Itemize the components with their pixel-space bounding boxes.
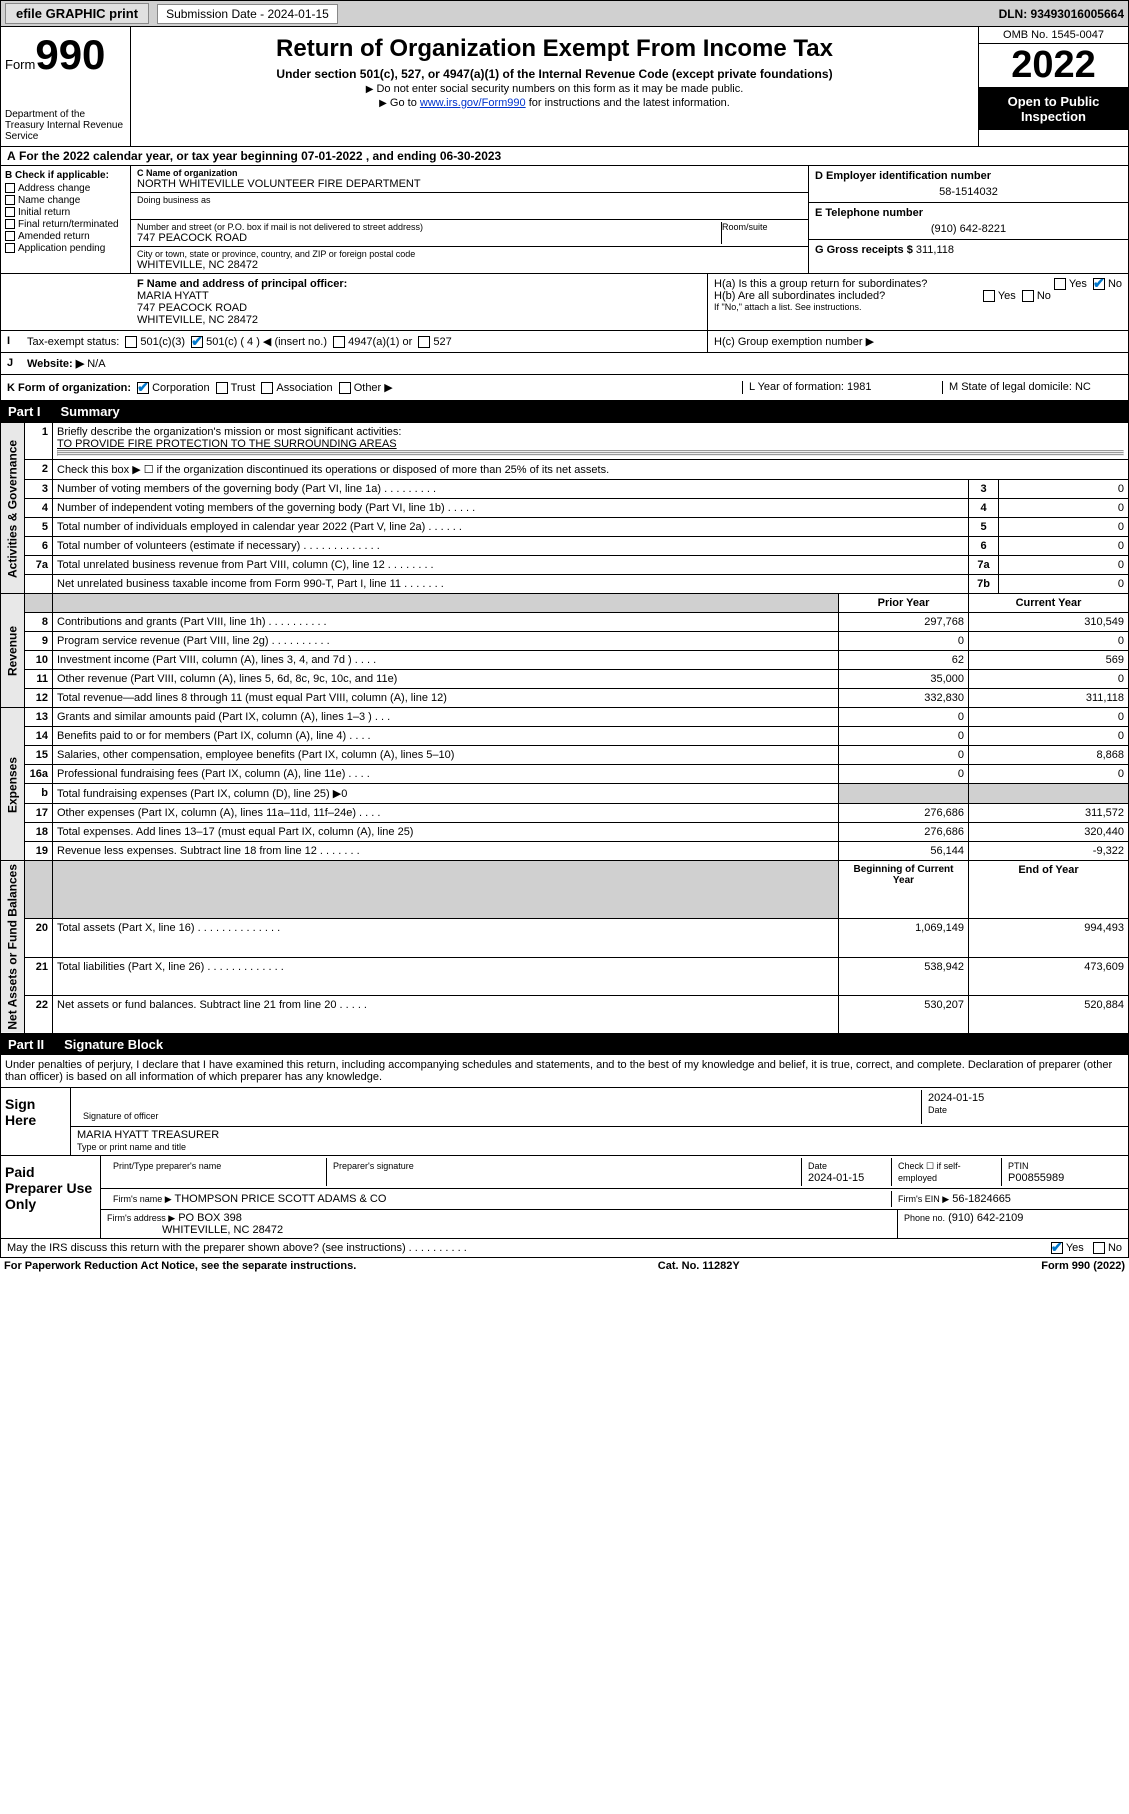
gross-cell: G Gross receipts $ 311,118 [809, 240, 1128, 260]
top-toolbar: efile GRAPHIC print Submission Date - 20… [0, 0, 1129, 27]
row-k-l-m: K Form of organization: Corporation Trus… [0, 375, 1129, 401]
h-note: If "No," attach a list. See instructions… [714, 302, 1122, 312]
dept-label: Department of the Treasury Internal Reve… [5, 109, 126, 142]
ein-cell: D Employer identification number58-15140… [809, 166, 1128, 203]
dba-cell: Doing business as [131, 193, 808, 220]
note-link: Go to www.irs.gov/Form990 for instructio… [135, 97, 974, 109]
form-title: Return of Organization Exempt From Incom… [135, 35, 974, 63]
form-subtitle: Under section 501(c), 527, or 4947(a)(1)… [135, 67, 974, 81]
note-ssn: Do not enter social security numbers on … [135, 83, 974, 95]
officer-label: F Name and address of principal officer: [137, 278, 701, 290]
city-cell: City or town, state or province, country… [131, 247, 808, 273]
row-j: J Website: ▶ N/A [0, 353, 1129, 375]
discuss-row: May the IRS discuss this return with the… [0, 1239, 1129, 1258]
row-f-h: F Name and address of principal officer:… [0, 274, 1129, 331]
submission-date: Submission Date - 2024-01-15 [157, 4, 338, 24]
form-number: Form990 [5, 31, 126, 79]
part2-header: Part IISignature Block [0, 1034, 1129, 1055]
paid-preparer-block: Paid Preparer Use Only Print/Type prepar… [0, 1156, 1129, 1239]
form-header: Form990 Department of the Treasury Inter… [0, 27, 1129, 147]
footer: For Paperwork Reduction Act Notice, see … [0, 1258, 1129, 1274]
h-c: H(c) Group exemption number ▶ [708, 331, 1128, 352]
section-b: B Check if applicable: Address change Na… [1, 166, 131, 273]
tax-year: 2022 [979, 44, 1128, 88]
declaration: Under penalties of perjury, I declare th… [0, 1055, 1129, 1088]
part1-header: Part ISummary [0, 401, 1129, 422]
irs-link[interactable]: www.irs.gov/Form990 [420, 97, 526, 109]
phone-cell: E Telephone number(910) 642-8221 [809, 203, 1128, 240]
dln-label: DLN: 93493016005664 [999, 7, 1124, 21]
org-name-cell: C Name of organization NORTH WHITEVILLE … [131, 166, 808, 193]
efile-button[interactable]: efile GRAPHIC print [5, 3, 149, 24]
summary-table: Activities & Governance 1Briefly describ… [0, 422, 1129, 1034]
h-b: H(b) Are all subordinates included? Yes … [714, 290, 1122, 302]
row-i-j: I Tax-exempt status: 501(c)(3) 501(c) ( … [0, 331, 1129, 353]
row-a-tax-year: A For the 2022 calendar year, or tax yea… [0, 147, 1129, 166]
sign-block: Sign Here Signature of officer 2024-01-1… [0, 1088, 1129, 1156]
h-a: H(a) Is this a group return for subordin… [714, 278, 1122, 290]
open-inspection: Open to Public Inspection [979, 88, 1128, 130]
omb-number: OMB No. 1545-0047 [979, 27, 1128, 44]
main-block: B Check if applicable: Address change Na… [0, 166, 1129, 274]
street-cell: Number and street (or P.O. box if mail i… [131, 220, 808, 247]
